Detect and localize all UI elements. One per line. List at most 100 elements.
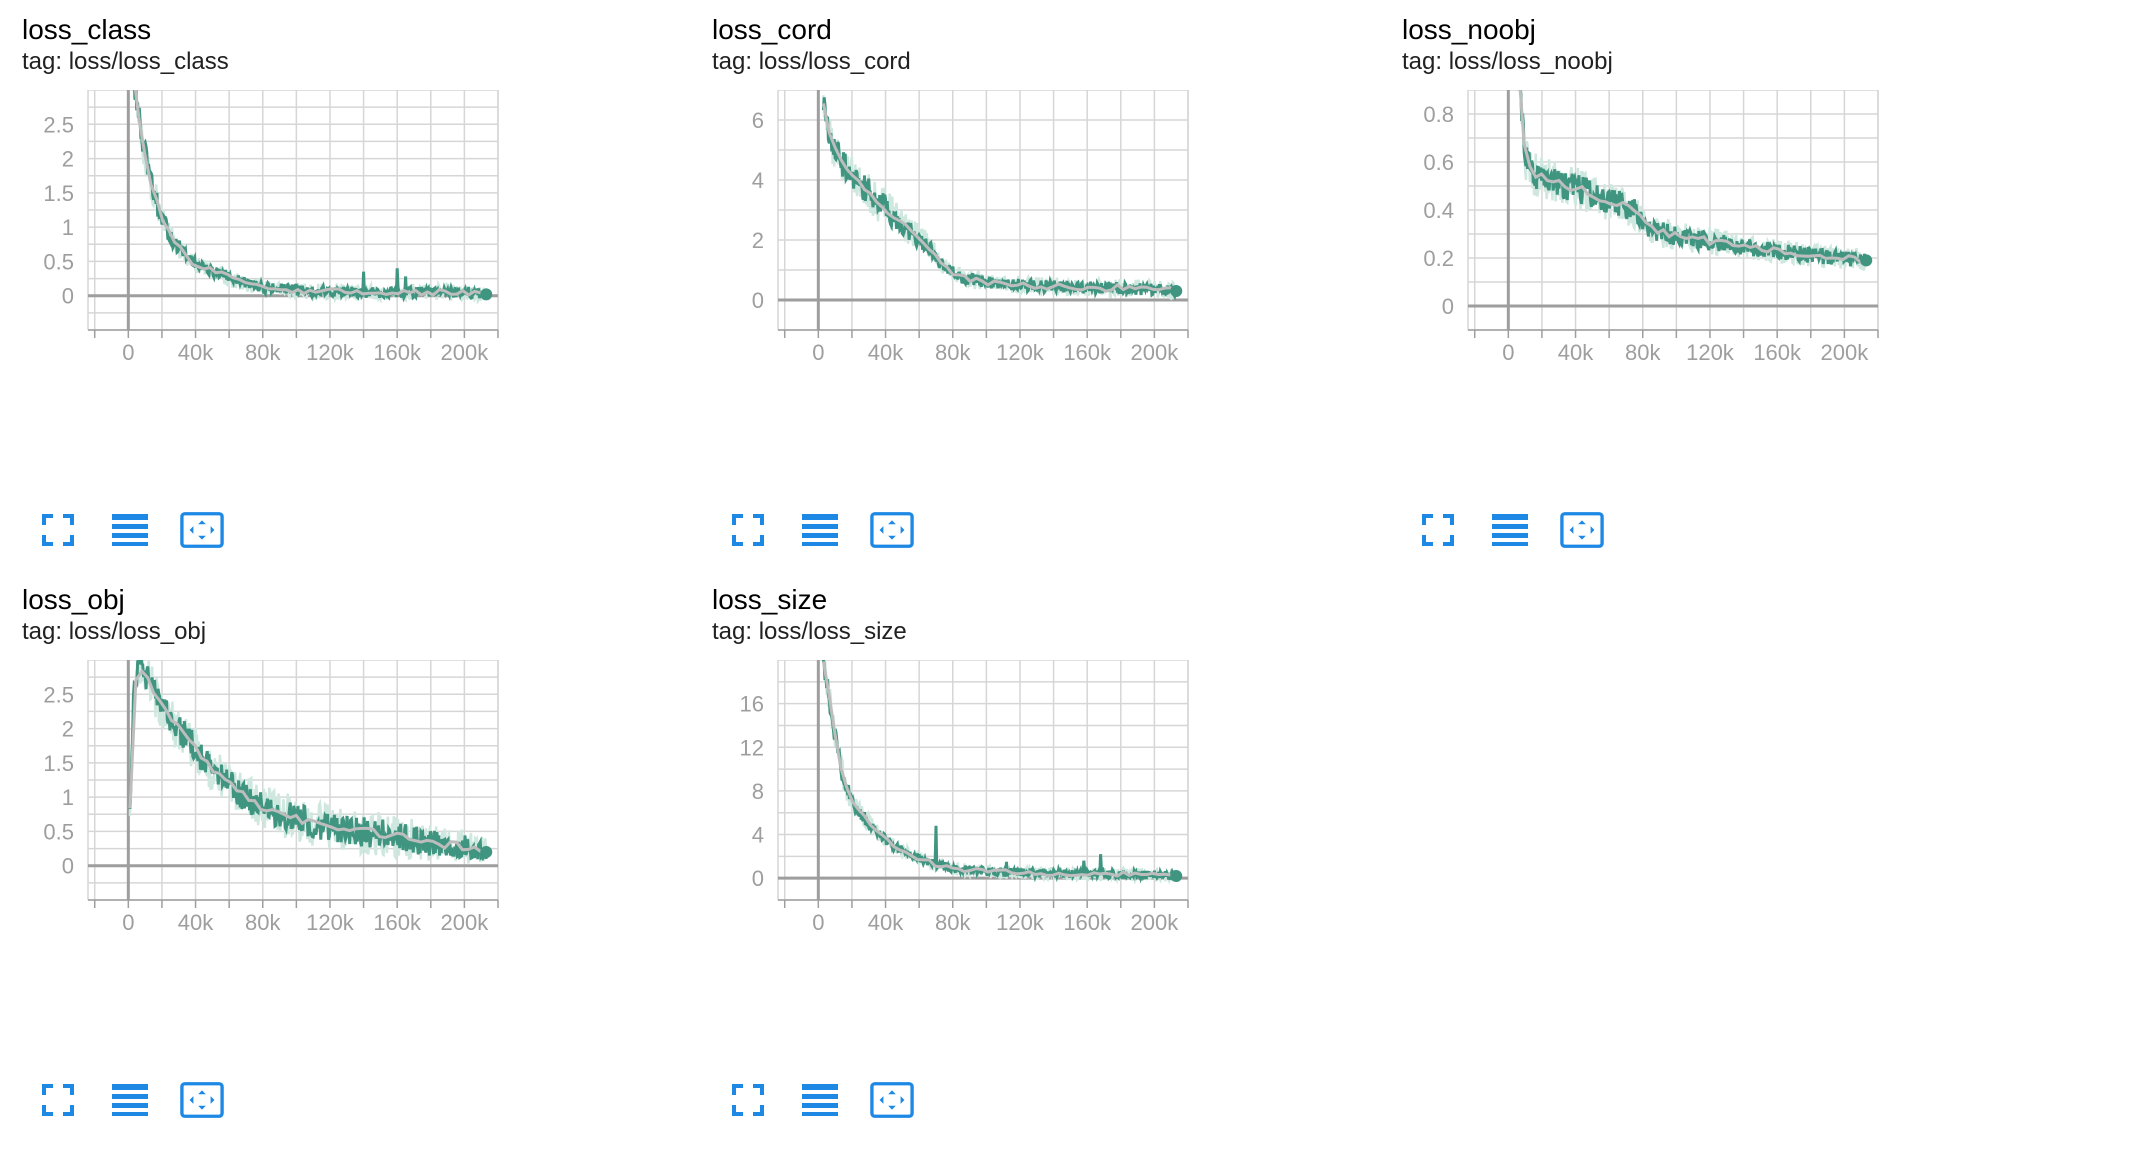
y-tick-label: 0.2 [1423, 246, 1454, 271]
data-table-button[interactable] [108, 1080, 152, 1120]
chart-plot[interactable]: 0 40k 80k 120k 160k 200k 0 0.5 1 1.5 2 2.5 [0, 660, 690, 1075]
data-table-icon [112, 514, 148, 546]
series-line [821, 97, 1178, 301]
chart-plot[interactable]: 0 40k 80k 120k 160k 200k 0 0.5 1 1.5 2 2.5 [0, 90, 690, 505]
fit-domain-button[interactable] [870, 510, 914, 550]
x-tick-label: 160k [1753, 340, 1802, 365]
series-line [821, 660, 1178, 884]
y-tick-label: 0 [752, 288, 764, 313]
y-tick-label: 1 [62, 215, 74, 240]
chart-toolbar [36, 510, 224, 550]
series-raw-line [132, 90, 488, 305]
grid [87, 90, 499, 331]
chart-card-loss-class: loss_class tag: loss/loss_class 0 40k 80k 1… [0, 0, 690, 560]
y-tick-label: 0.6 [1423, 150, 1454, 175]
fit-domain-icon [870, 1082, 914, 1118]
data-table-button[interactable] [798, 1080, 842, 1120]
chart-plot[interactable]: 0 40k 80k 120k 160k 200k 0 0.2 0.4 0.6 0.8 [1380, 90, 2070, 505]
x-tick-label: 80k [935, 340, 971, 365]
fit-domain-icon [180, 512, 224, 548]
chart-tag: tag: loss/loss_size [712, 618, 907, 645]
data-table-button[interactable] [1488, 510, 1532, 550]
fit-domain-icon [1560, 512, 1604, 548]
x-tick-label: 120k [996, 340, 1045, 365]
series-end-point [1170, 285, 1183, 297]
data-table-icon [1492, 514, 1528, 546]
x-tick-label: 120k [1686, 340, 1735, 365]
x-tick-label: 40k [178, 340, 214, 365]
x-tick-label: 200k [1131, 910, 1180, 935]
y-tick-label: 16 [740, 692, 764, 717]
x-tick-label: 200k [1131, 340, 1180, 365]
y-tick-label: 6 [752, 108, 764, 133]
chart-plot[interactable]: 0 40k 80k 120k 160k 200k 0 2 4 6 [690, 90, 1380, 505]
chart-tag: tag: loss/loss_cord [712, 48, 911, 75]
chart-tag: tag: loss/loss_obj [22, 618, 207, 645]
y-tick-label: 8 [752, 779, 764, 804]
y-tick-label: 4 [752, 823, 764, 848]
fit-domain-button[interactable] [870, 1080, 914, 1120]
series-smoothed-line [133, 90, 488, 299]
x-tick-label: 80k [1625, 340, 1661, 365]
fullscreen-icon [42, 1084, 74, 1116]
series-raw-line [1519, 90, 1868, 271]
x-tick-label: 40k [178, 910, 214, 935]
chart-toolbar [1416, 510, 1604, 550]
series-line [128, 660, 488, 862]
chart-card-loss-size: loss_size tag: loss/loss_size 0 40k 80k 120… [690, 570, 1380, 1130]
fullscreen-button[interactable] [726, 1080, 770, 1120]
x-tick-label: 0 [812, 910, 824, 935]
chart-title: loss_obj [22, 584, 125, 615]
fullscreen-button[interactable] [36, 510, 80, 550]
chart-title: loss_cord [712, 14, 832, 45]
x-tick-label: 0 [122, 910, 134, 935]
grid [777, 660, 1189, 901]
x-tick-label: 120k [306, 910, 355, 935]
fit-domain-icon [870, 512, 914, 548]
chart-toolbar [726, 1080, 914, 1120]
chart-card-loss-cord: loss_cord tag: loss/loss_cord 0 40k 80k 120… [690, 0, 1380, 560]
y-tick-label: 0 [62, 284, 74, 309]
x-tick-label: 120k [306, 340, 355, 365]
x-tick-label: 80k [245, 910, 281, 935]
fullscreen-button[interactable] [726, 510, 770, 550]
y-tick-label: 12 [740, 735, 764, 760]
data-table-button[interactable] [798, 510, 842, 550]
y-tick-label: 0 [62, 854, 74, 879]
y-tick-label: 2 [62, 147, 74, 172]
x-tick-label: 160k [373, 910, 422, 935]
x-tick-label: 80k [935, 910, 971, 935]
x-tick-label: 120k [996, 910, 1045, 935]
x-tick-label: 40k [868, 340, 904, 365]
series-smoothed-line [128, 668, 487, 853]
y-tick-label: 2.5 [43, 682, 74, 707]
chart-card-loss-obj: loss_obj tag: loss/loss_obj 0 40k 80k 120k 1… [0, 570, 690, 1130]
x-tick-label: 40k [1558, 340, 1594, 365]
series-end-point [480, 846, 493, 858]
y-tick-label: 2 [62, 717, 74, 742]
y-tick-label: 0.4 [1423, 198, 1454, 223]
fit-domain-button[interactable] [180, 1080, 224, 1120]
y-tick-label: 0.8 [1423, 102, 1454, 127]
fit-domain-button[interactable] [180, 510, 224, 550]
chart-plot[interactable]: 0 40k 80k 120k 160k 200k 0 4 8 12 16 [690, 660, 1380, 1075]
chart-title: loss_class [22, 14, 152, 45]
x-tick-label: 80k [245, 340, 281, 365]
x-tick-label: 200k [441, 910, 490, 935]
x-tick-label: 40k [868, 910, 904, 935]
x-tick-label: 0 [1502, 340, 1514, 365]
data-table-button[interactable] [108, 510, 152, 550]
fullscreen-icon [732, 514, 764, 546]
fit-domain-button[interactable] [1560, 510, 1604, 550]
chart-tag: tag: loss/loss_class [22, 48, 229, 75]
fullscreen-button[interactable] [36, 1080, 80, 1120]
x-tick-label: 0 [812, 340, 824, 365]
chart-card-loss-noobj: loss_noobj tag: loss/loss_noobj 0 40k 80k 1… [1380, 0, 2070, 560]
series-end-point [1170, 870, 1183, 882]
chart-toolbar [36, 1080, 224, 1120]
y-tick-label: 0.5 [43, 819, 74, 844]
chart-title: loss_size [712, 584, 828, 615]
fullscreen-button[interactable] [1416, 510, 1460, 550]
x-tick-label: 200k [1821, 340, 1870, 365]
fit-domain-icon [180, 1082, 224, 1118]
